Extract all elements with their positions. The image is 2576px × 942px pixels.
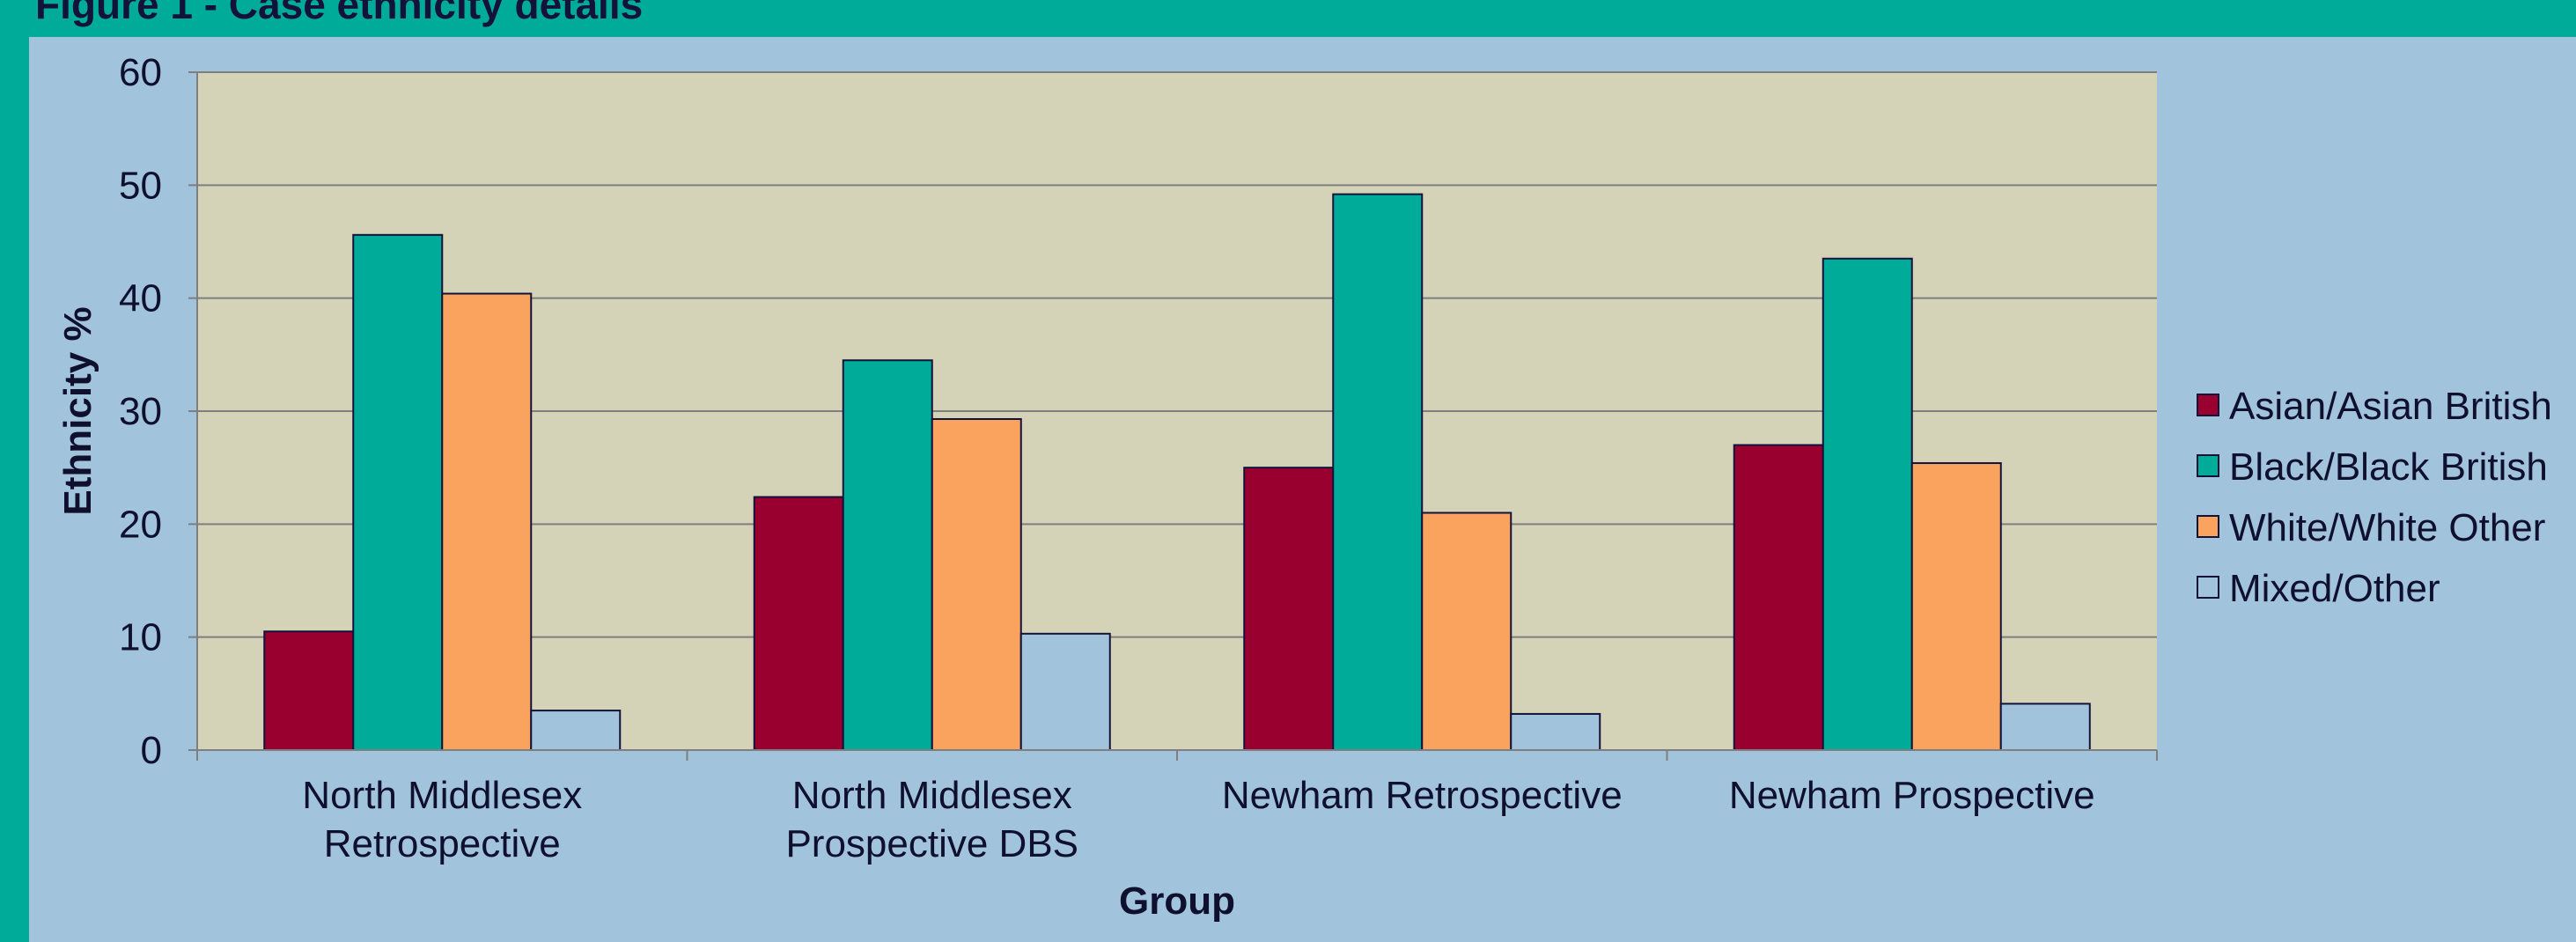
- y-tick-label: 20: [119, 503, 162, 546]
- y-tick-label: 10: [119, 616, 162, 659]
- y-tick-label: 30: [119, 390, 162, 433]
- y-axis: 0 10 20 30 40 50 60: [119, 51, 198, 772]
- x-tick-label: North Middlesex Retrospective: [302, 774, 582, 865]
- bar: [1421, 511, 1512, 751]
- figure-title: Figure 1 - Case ethnicity details: [35, 0, 644, 27]
- title-bar: Figure 1 - Case ethnicity details: [0, 0, 2576, 37]
- legend-label: Asian/Asian British: [2229, 385, 2552, 428]
- bar: [441, 292, 533, 751]
- bar: [1822, 257, 1913, 751]
- x-tick-label: Newham Retrospective: [1222, 774, 1623, 817]
- y-tick-label: 0: [141, 729, 162, 772]
- bar: [931, 417, 1022, 751]
- bar: [1910, 462, 2002, 751]
- x-axis: North Middlesex Retrospective North Middle…: [196, 749, 2158, 865]
- legend-swatch: [2197, 454, 2219, 477]
- plot-area: [197, 71, 2157, 752]
- bar: [842, 359, 933, 751]
- legend-swatch: [2197, 576, 2219, 599]
- legend-swatch: [2197, 394, 2219, 416]
- x-tick-label: Newham Prospective: [1729, 774, 2095, 817]
- y-axis-title: Ethnicity %: [56, 306, 99, 515]
- bar: [753, 496, 844, 751]
- bar: [1733, 444, 1824, 751]
- legend-label: White/White Other: [2229, 506, 2545, 549]
- bar: [1243, 467, 1335, 751]
- legend: Asian/Asian British Black/Black British Wh…: [2197, 385, 2552, 610]
- y-tick-label: 40: [119, 277, 162, 320]
- bar: [1332, 193, 1424, 752]
- x-tick-label: North Middlesex Prospective DBS: [785, 774, 1078, 865]
- chart-panel: 0 10 20 30 40 50 60 North Middlesex Retrospecti…: [29, 37, 2576, 942]
- legend-swatch: [2197, 515, 2219, 538]
- y-tick-label: 60: [119, 51, 162, 94]
- bar: [263, 630, 355, 751]
- x-axis-title: Group: [1119, 879, 1235, 923]
- y-tick-label: 50: [119, 164, 162, 207]
- bar: [530, 710, 622, 751]
- bar: [1019, 632, 1111, 751]
- bar: [352, 233, 444, 752]
- bar: [1999, 703, 2091, 752]
- bar: [1510, 712, 1601, 752]
- legend-label: Mixed/Other: [2229, 567, 2440, 610]
- bar-chart: 0 10 20 30 40 50 60 North Middlesex Retrospecti…: [56, 51, 2552, 923]
- legend-label: Black/Black British: [2229, 445, 2548, 489]
